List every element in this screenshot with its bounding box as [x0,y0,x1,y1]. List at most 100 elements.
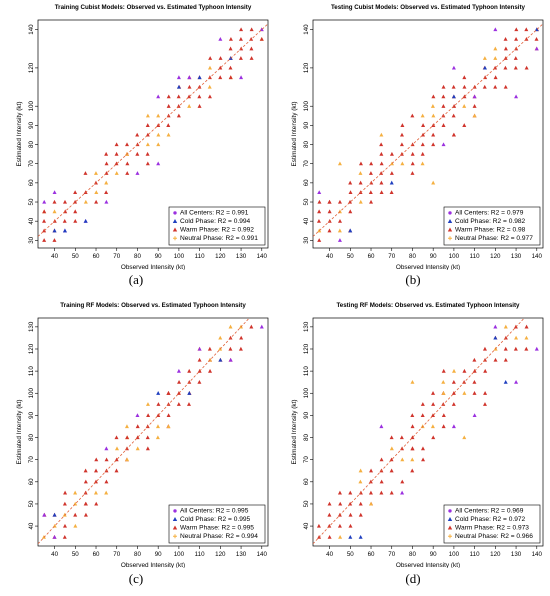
data-point [410,413,415,417]
identity-line [313,23,543,237]
data-point-cold [156,391,161,395]
y-tick-label: 100 [28,101,35,112]
y-tick-label: 80 [28,141,35,148]
data-point [156,402,161,406]
y-tick-label: 110 [28,366,35,376]
data-point [317,199,322,204]
data-point-all [259,27,264,32]
data-point [208,56,213,60]
data-point [73,523,78,528]
data-point [369,161,374,166]
data-point [472,357,477,362]
data-point [337,199,342,204]
data-point [482,56,487,60]
legend-entry: All Centers: R2 = 0.991 [180,210,249,217]
data-point [483,368,488,373]
y-tick-label: 50 [28,500,35,507]
data-point [41,534,46,539]
data-point-cold [493,335,498,340]
chart-panel-c: Training RF Models: Observed vs. Estimat… [0,298,275,568]
y-tick-label: 80 [303,141,310,148]
data-point [472,391,477,395]
data-point [135,132,140,137]
data-point [451,379,456,384]
data-point [228,346,233,351]
data-point [73,490,78,495]
data-point [135,424,140,429]
data-point [431,402,436,406]
data-point-cold [176,84,181,89]
chart-title: Testing RF Models: Observed vs. Estimate… [336,302,520,309]
data-point [514,36,519,41]
data-point [431,391,436,395]
data-point-all [135,413,140,417]
plot-frame [37,317,269,547]
x-tick-label: 120 [490,551,501,558]
legend-marker [172,517,178,521]
data-point [503,46,508,51]
data-point [420,161,425,166]
legend-entry: Cold Phase: R2 = 0.972 [455,516,526,523]
data-point [483,391,488,395]
data-point [73,218,78,223]
data-point-neutral [337,161,342,166]
data-point-neutral [431,180,436,185]
legend-marker [447,219,453,223]
data-point [73,209,78,214]
legend-marker [447,517,453,521]
data-point-all [176,368,181,373]
data-point [207,84,212,89]
data-point [155,435,160,440]
data-point-cold [52,228,57,233]
data-point [197,357,202,362]
data-point [420,413,425,417]
data-point [503,65,508,70]
y-tick-label: 30 [303,236,310,243]
x-tick-label: 110 [195,551,205,558]
x-tick-label: 130 [236,253,247,260]
data-point [156,132,161,137]
legend-entry: All Centers: R2 = 0.995 [180,508,249,515]
data-point [399,435,404,440]
data-point [176,94,181,99]
y-axis-label: Estimated Intensity (kt) [16,400,23,465]
caption-c: (c) [128,571,144,586]
y-tick-label: 80 [303,434,310,441]
x-tick-label: 60 [93,253,100,260]
data-point-cold [83,218,88,223]
x-tick-label: 100 [174,551,185,558]
data-point [421,123,426,127]
scatter-chart: Testing Cubist Models: Observed vs. Esti… [291,4,544,270]
data-point [379,190,384,195]
x-tick-label: 140 [257,253,268,260]
data-point [421,457,426,462]
data-point [238,56,243,60]
data-point [379,490,384,495]
data-point-cold [482,65,487,70]
data-point [389,171,394,175]
x-tick-label: 70 [113,253,120,260]
data-point [94,468,99,473]
data-point [145,151,150,156]
y-tick-label: 70 [28,160,35,167]
y-tick-label: 90 [28,121,35,128]
legend-marker [173,534,177,539]
data-point [145,446,150,451]
data-point [420,142,425,147]
x-tick-label: 80 [134,551,141,558]
data-point [62,501,67,506]
data-point [249,56,254,60]
data-point [337,228,342,233]
data-point [327,228,332,233]
data-point [441,368,446,373]
legend-marker [172,219,178,223]
legend-marker [173,211,177,215]
legend-entry: All Centers: R2 = 0.979 [455,210,524,217]
data-point [410,151,415,156]
data-point [451,113,456,118]
data-point [524,335,529,340]
data-point [187,94,192,99]
data-point-warm [166,391,171,395]
data-point-cold [62,228,67,233]
